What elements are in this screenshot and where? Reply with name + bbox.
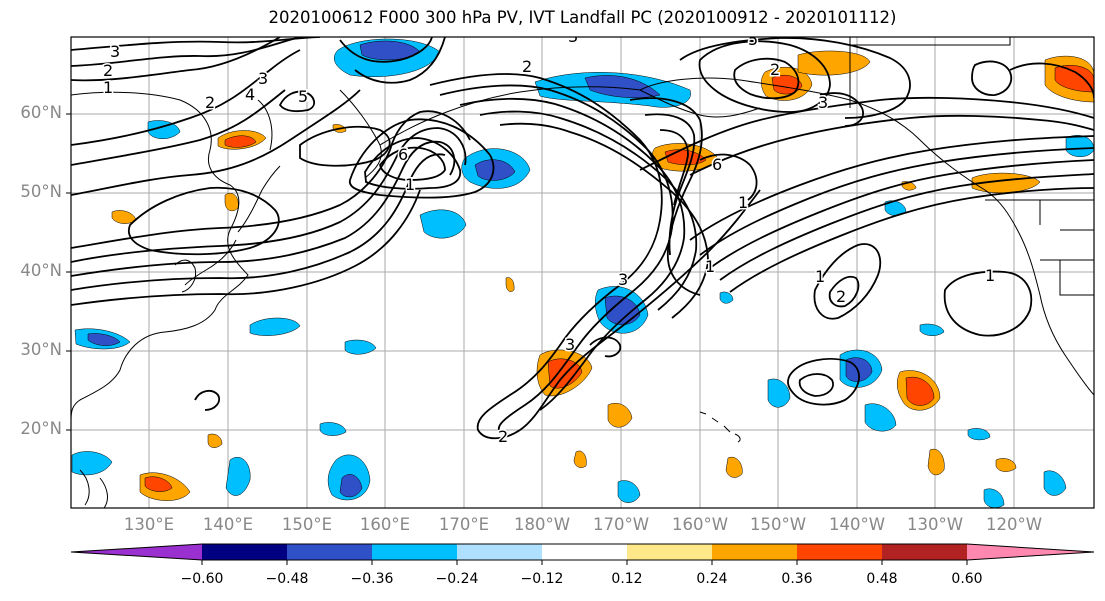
latitude-label: 20°N: [20, 419, 62, 438]
longitude-label: 160°W: [671, 515, 729, 534]
contour-label: 3: [565, 335, 575, 354]
longitude-label: 160°E: [359, 515, 411, 534]
colorbar-segment: [372, 544, 457, 560]
contour-label: 1: [985, 266, 995, 285]
contour-label: 6: [398, 145, 408, 164]
colorbar-segment: [882, 544, 967, 560]
colorbar-tick-label: −0.24: [435, 571, 479, 587]
contour-label: 1: [405, 175, 415, 194]
colorbar-tick-label: −0.48: [265, 571, 309, 587]
longitude-label: 150°W: [749, 515, 807, 534]
contour-label: 6: [712, 155, 722, 174]
colorbar-tick-label: 0.36: [781, 571, 813, 587]
longitude-label: 130°W: [906, 515, 964, 534]
coastlines: [71, 37, 1094, 508]
colorbar-tick-label: 0.60: [951, 571, 983, 587]
colorbar-segment: [542, 544, 627, 560]
contour-label: 2: [498, 427, 508, 446]
longitude-label: 170°W: [592, 515, 650, 534]
contour-label: 3: [110, 42, 120, 61]
longitude-label: 140°E: [202, 515, 254, 534]
colorbar-segment: [627, 544, 712, 560]
colorbar-tick-label: −0.60: [180, 571, 224, 587]
contour-label: 2: [103, 61, 113, 80]
longitude-label: 180°W: [513, 515, 571, 534]
map-title: 2020100612 F000 300 hPa PV, IVT Landfall…: [268, 8, 897, 27]
contour-labels: 3 2 1 3 2 4 5 6 3 2 1 5 6 2 3 1 3 2 1 3 …: [102, 27, 997, 448]
latitude-label: 30°N: [20, 340, 62, 359]
contour-label: 1: [705, 257, 715, 276]
contour-label: 3: [618, 270, 628, 289]
colorbar-tick-label: 0.48: [866, 571, 898, 587]
longitude-label: 130°E: [123, 515, 175, 534]
map-area: 3 2 1 3 2 4 5 6 3 2 1 5 6 2 3 1 3 2 1 3 …: [71, 27, 1094, 508]
latitude-label: 60°N: [20, 103, 62, 122]
colorbar-extend-high: [967, 544, 1094, 560]
contour-label: 1: [738, 193, 748, 212]
colorbar-extend-low: [71, 544, 202, 560]
contour-label: 2: [522, 57, 532, 76]
contour-label: 3: [818, 93, 828, 112]
longitude-label: 120°W: [985, 515, 1043, 534]
contour-label: 2: [770, 60, 780, 79]
contour-label: 4: [245, 85, 255, 104]
longitude-label: 150°E: [281, 515, 333, 534]
colorbar-tick-label: −0.12: [520, 571, 564, 587]
contour-label: 5: [298, 87, 308, 106]
contour-label: 3: [568, 27, 578, 46]
colorbar-tick-label: −0.36: [350, 571, 394, 587]
contour-label: 3: [258, 69, 268, 88]
colorbar: [70, 543, 1095, 565]
colorbar-segment: [797, 544, 882, 560]
pv-contours: [71, 37, 1094, 440]
contour-label: 1: [815, 267, 825, 286]
contour-label: 2: [836, 287, 846, 306]
contour-label: 2: [205, 93, 215, 112]
colorbar-tick-label: 0.24: [696, 571, 728, 587]
pv-shading: [71, 38, 1094, 508]
colorbar-segment: [202, 544, 287, 560]
colorbar-segment: [287, 544, 372, 560]
latitude-label: 50°N: [20, 182, 62, 201]
longitude-label: 170°E: [438, 515, 490, 534]
colorbar-segment: [712, 544, 797, 560]
axis-ticks: [66, 113, 71, 431]
contour-label: 5: [748, 30, 758, 49]
longitude-label: 140°W: [828, 515, 886, 534]
contour-label: 1: [103, 78, 113, 97]
colorbar-tick-label: 0.12: [611, 571, 643, 587]
colorbar-segment: [457, 544, 542, 560]
latitude-label: 40°N: [20, 261, 62, 280]
